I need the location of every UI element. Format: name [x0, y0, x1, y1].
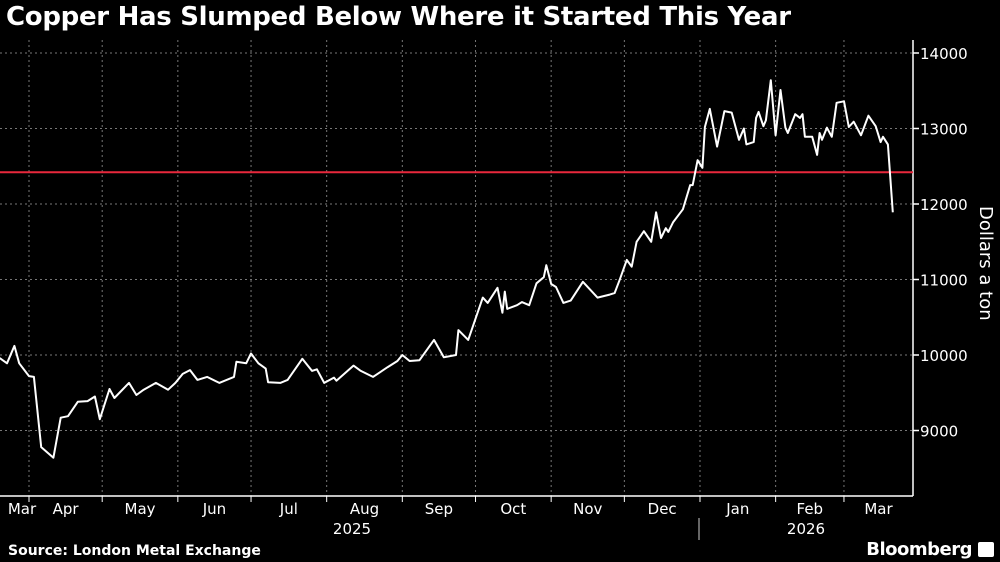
x-tick-label: Nov: [573, 500, 602, 518]
x-tick-label: May: [125, 500, 156, 518]
x-tick-label: Aug: [350, 500, 379, 518]
y-tick-label: 13000: [920, 121, 968, 139]
tick-labels: 9000 10000 11000 12000 13000 14000 Mar Apr May Ju…: [8, 45, 996, 538]
y-tick-label: 12000: [920, 196, 968, 214]
y-axis-label: Dollars a ton: [975, 206, 996, 321]
axes: [0, 40, 919, 540]
x-tick-label: Apr: [53, 500, 80, 518]
price-line-group: [0, 79, 894, 459]
y-tick-label: 10000: [920, 347, 968, 365]
x-tick-label: Mar: [864, 500, 893, 518]
y-tick-label: 14000: [920, 45, 968, 63]
chart-title: Copper Has Slumped Below Where it Starte…: [6, 2, 791, 32]
source-note: Source: London Metal Exchange: [8, 543, 261, 559]
x-tick-label: Oct: [500, 500, 526, 518]
x-tick-label: Feb: [797, 500, 824, 518]
copper-price-line: [0, 79, 894, 459]
year-label-2025: 2025: [333, 520, 371, 538]
x-tick-label: Dec: [648, 500, 677, 518]
bloomberg-logo: Bloomberg: [866, 539, 972, 560]
bloomberg-chat-icon: [978, 542, 994, 557]
x-tick-label: Sep: [425, 500, 453, 518]
x-tick-label: Jan: [725, 500, 749, 518]
x-tick-label: Jul: [279, 500, 298, 518]
y-tick-label: 9000: [920, 423, 958, 441]
y-tick-label: 11000: [920, 272, 968, 290]
x-tick-label: Mar: [8, 500, 37, 518]
gridlines: [0, 40, 913, 496]
year-label-2026: 2026: [787, 520, 825, 538]
x-tick-label: Jun: [202, 500, 226, 518]
